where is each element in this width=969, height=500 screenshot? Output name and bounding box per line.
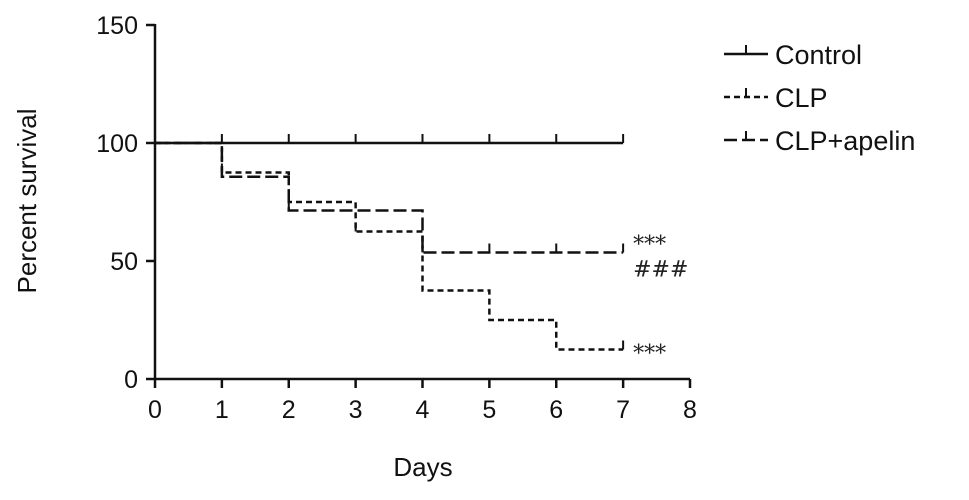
legend-label: Control: [775, 40, 862, 70]
significance-annotation: ***: [633, 233, 666, 258]
x-tick-label: 1: [215, 396, 229, 424]
series-line-clp-apelin: [155, 141, 624, 254]
x-axis-label: Days: [393, 452, 452, 482]
x-tick-label: 7: [616, 396, 630, 424]
significance-annotation: ###: [633, 258, 688, 283]
x-tick-label: 4: [416, 396, 430, 424]
x-tick-label: 0: [148, 396, 162, 424]
y-axis-label: Percent survival: [12, 109, 42, 294]
x-tick-label: 8: [683, 396, 697, 424]
x-tick-label: 5: [482, 396, 496, 424]
y-tick-label: 150: [96, 12, 138, 40]
axes: 0 1 2 3 4 5 6 7 8 0 50 100 150: [96, 12, 697, 424]
legend: Control CLP CLP+apelin: [724, 40, 915, 156]
series-line-clp: [155, 141, 624, 351]
y-tick-label: 100: [96, 130, 138, 158]
legend-label: CLP+apelin: [775, 126, 915, 156]
y-tick-label: 0: [124, 366, 138, 394]
x-tick-label: 3: [349, 396, 363, 424]
plot-area: ***###***: [155, 134, 688, 367]
x-tick-label: 6: [549, 396, 563, 424]
legend-label: CLP: [775, 83, 828, 113]
x-tick-label: 2: [282, 396, 296, 424]
y-tick-label: 50: [110, 248, 138, 276]
significance-annotation: ***: [633, 342, 666, 367]
